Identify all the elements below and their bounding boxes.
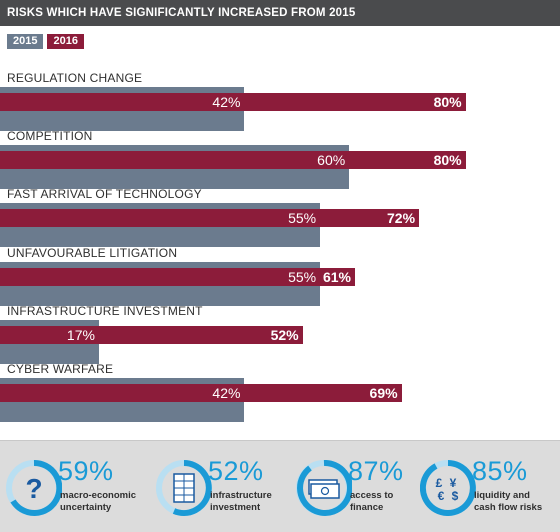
svg-text:$: $ xyxy=(452,489,459,503)
stat-caption-line2: uncertainty xyxy=(60,502,112,513)
bar-2016 xyxy=(0,151,466,170)
value-label-2015: 42% xyxy=(212,385,241,401)
value-label-2016: 61% xyxy=(322,268,352,285)
building-icon xyxy=(156,460,212,516)
value-label-2016: 80% xyxy=(433,94,462,110)
category-label: REGULATION CHANGE xyxy=(7,71,143,85)
category-label: COMPETITION xyxy=(7,129,93,144)
value-label-2016: 52% xyxy=(270,326,299,343)
value-label-2016: 69% xyxy=(369,385,398,401)
legend-2015: 2015 xyxy=(7,34,44,49)
stat-caption: access to finance xyxy=(350,490,440,514)
legend: 2015 2016 xyxy=(7,34,84,49)
stat-caption-line1: liquidity and xyxy=(474,490,530,501)
stat-caption: infrastructure investment xyxy=(210,490,300,514)
chart-title: RISKS WHICH HAVE SIGNIFICANTLY INCREASED… xyxy=(0,0,560,26)
value-label-2016: 72% xyxy=(387,210,416,227)
svg-text:€: € xyxy=(438,489,445,503)
bar-2016 xyxy=(0,384,402,402)
category-label: INFRASTRUCTURE INVESTMENT xyxy=(7,303,203,318)
stat-percent: 59% xyxy=(58,456,114,486)
stat-caption-line2: cash flow risks xyxy=(474,502,543,513)
svg-text:£: £ xyxy=(436,476,443,490)
banknotes-icon xyxy=(296,460,352,516)
stats-footer xyxy=(0,440,560,532)
stat-caption-line2: finance xyxy=(350,502,384,513)
stat-caption-line2: investment xyxy=(210,502,261,513)
category-label: CYBER WARFARE xyxy=(7,362,114,376)
stat-percent: 87% xyxy=(348,456,404,486)
stat-caption-line1: access to xyxy=(350,490,394,501)
currency-symbols-icon: £ ¥ € $ xyxy=(420,460,476,516)
category-label: UNFAVOURABLE LITIGATION xyxy=(7,245,178,260)
value-label-2015: 60% xyxy=(317,152,346,169)
question-mark-icon: ? xyxy=(6,460,62,516)
category-label: FAST ARRIVAL OF TECHNOLOGY xyxy=(7,187,202,202)
value-label-2015: 55% xyxy=(288,210,317,227)
stat-caption: liquidity and cash flow risks xyxy=(474,490,560,514)
stat-caption-line1: infrastructure xyxy=(210,490,272,501)
value-label-2015: 42% xyxy=(212,94,241,110)
svg-text:?: ? xyxy=(25,473,42,504)
bar-2016 xyxy=(0,325,303,344)
stat-caption-line1: macro-economic xyxy=(60,490,137,501)
bar-2016 xyxy=(0,93,466,111)
stat-percent: 52% xyxy=(208,456,264,486)
footer-divider xyxy=(0,440,560,441)
stat-percent: 85% xyxy=(472,456,528,486)
value-label-2015: 55% xyxy=(288,268,317,285)
value-label-2015: 17% xyxy=(66,326,95,343)
stat-caption: macro-economic uncertainty xyxy=(60,490,150,514)
bar-2016 xyxy=(0,267,356,286)
value-label-2016: 80% xyxy=(433,152,462,169)
bar-2016 xyxy=(0,209,420,228)
legend-2016: 2016 xyxy=(47,34,84,49)
svg-text:¥: ¥ xyxy=(450,476,457,490)
